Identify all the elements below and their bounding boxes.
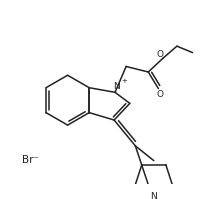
Text: O: O	[156, 90, 163, 99]
Text: O: O	[156, 50, 163, 59]
Text: N: N	[113, 82, 120, 91]
Text: +: +	[121, 78, 127, 84]
Text: Br⁻: Br⁻	[22, 155, 39, 165]
Text: N: N	[150, 192, 156, 199]
